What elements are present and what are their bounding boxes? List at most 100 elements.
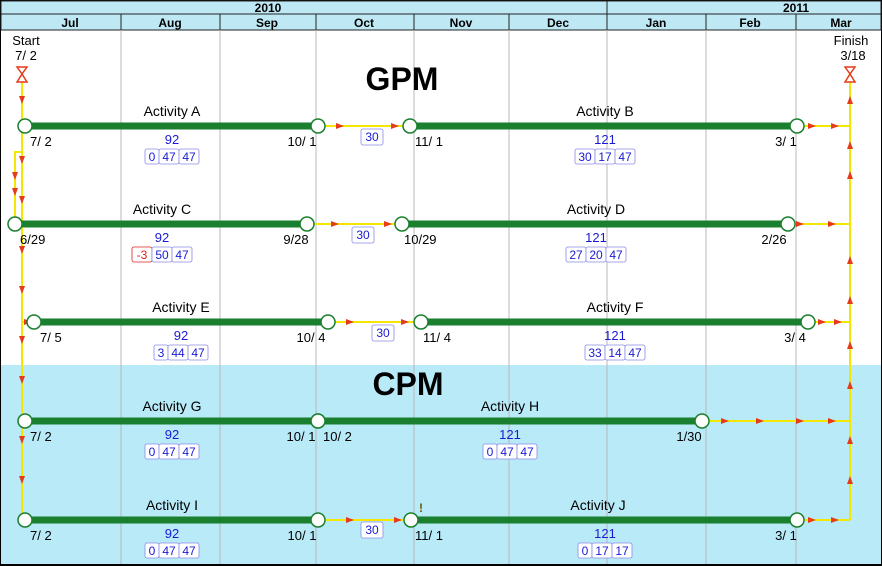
activity-float-box-e [187, 344, 209, 361]
arrow-marker [847, 96, 853, 104]
activity-duration-b: 121 [594, 132, 616, 147]
activity-float-value-a: 47 [182, 150, 196, 164]
activity-float-value-j: 0 [582, 544, 589, 558]
activity-float-box-f [624, 344, 646, 361]
activity-float-box-h [516, 443, 538, 460]
arrow-marker [19, 246, 25, 254]
activity-name-b: Activity B [576, 103, 634, 119]
activity-d-start-node [394, 216, 410, 232]
lag-value-i-j: 30 [365, 523, 379, 537]
activity-float-value-e: 44 [171, 346, 185, 360]
cpm-panel-background [1, 365, 881, 564]
activity-duration-i: 92 [165, 526, 179, 541]
activity-float-box-a [178, 148, 200, 165]
arrow-marker [847, 476, 853, 484]
arrow-marker [834, 319, 842, 325]
activity-float-value-c: 47 [175, 248, 189, 262]
activity-finish-date-h: 1/30 [676, 429, 701, 444]
activity-duration-g: 92 [165, 427, 179, 442]
start-date: 7/ 2 [15, 48, 37, 63]
activity-a-finish-node [310, 118, 326, 134]
activity-e-finish-node [320, 314, 336, 330]
lag-value-a-b: 30 [365, 130, 379, 144]
arrow-marker [19, 376, 25, 384]
flag-marker: ! [419, 501, 423, 515]
arrow-marker [19, 436, 25, 444]
activity-float-box-i [178, 542, 200, 559]
arrow-marker [19, 476, 25, 484]
activity-duration-c: 92 [155, 230, 169, 245]
activity-start-date-c: 6/29 [20, 232, 45, 247]
activity-float-value-i: 47 [162, 544, 176, 558]
activity-finish-date-f: 3/ 4 [784, 330, 806, 345]
activity-start-date-j: 11/ 1 [415, 528, 443, 543]
activity-float-box-d [605, 246, 627, 263]
activity-float-value-c: 50 [155, 248, 169, 262]
activity-float-value-e: 47 [191, 346, 205, 360]
activity-start-date-a: 7/ 2 [30, 134, 52, 149]
activity-finish-date-j: 3/ 1 [775, 528, 797, 543]
activity-float-value-i: 47 [182, 544, 196, 558]
activity-h-finish-node [694, 413, 710, 429]
activity-a-start-node [17, 118, 33, 134]
month-label-nov: Nov [450, 16, 473, 30]
month-label-feb: Feb [739, 16, 760, 30]
activity-finish-date-d: 2/26 [761, 232, 786, 247]
activity-float-value-j: 17 [595, 544, 609, 558]
month-label-jan: Jan [646, 16, 667, 30]
activity-float-box-g [178, 443, 200, 460]
activity-start-date-g: 7/ 2 [30, 429, 52, 444]
activity-float-value-g: 0 [149, 445, 156, 459]
cpm-section-title: CPM [372, 366, 443, 402]
activity-duration-e: 92 [174, 328, 188, 343]
activity-float-value-c: -3 [137, 248, 148, 262]
arrow-marker [847, 381, 853, 389]
activity-finish-date-c: 9/28 [283, 232, 308, 247]
month-label-aug: Aug [158, 16, 181, 30]
activity-float-value-d: 47 [609, 248, 623, 262]
activity-float-value-a: 47 [162, 150, 176, 164]
activity-name-a: Activity A [144, 103, 201, 119]
arrow-marker [721, 418, 729, 424]
arrow-marker [831, 123, 839, 129]
arrow-marker [346, 319, 354, 325]
lag-value-e-f: 30 [376, 326, 390, 340]
activity-float-value-f: 14 [608, 346, 622, 360]
activity-float-value-e: 3 [158, 346, 165, 360]
activity-finish-date-b: 3/ 1 [775, 134, 797, 149]
month-label-mar: Mar [830, 16, 852, 30]
activity-start-date-d: 10/29 [404, 232, 437, 247]
activity-float-value-i: 0 [149, 544, 156, 558]
month-gridlines [120, 30, 797, 564]
activity-float-value-h: 47 [520, 445, 534, 459]
activity-c-start-node [7, 216, 23, 232]
arrow-marker [394, 517, 402, 523]
activity-duration-f: 121 [604, 328, 626, 343]
activity-i-start-node [17, 512, 33, 528]
arrow-marker [847, 171, 853, 179]
activity-j-finish-node [789, 512, 805, 528]
arrow-marker [12, 172, 18, 180]
activity-name-f: Activity F [587, 299, 644, 315]
activity-float-value-g: 47 [162, 445, 176, 459]
finish-date: 3/18 [840, 48, 865, 63]
finish-milestone: Finish 3/18 [834, 33, 868, 83]
activity-h-start-node [310, 413, 326, 429]
activity-float-value-h: 0 [487, 445, 494, 459]
activity-finish-date-g: 10/ 1 [287, 429, 316, 444]
arrow-marker [346, 517, 354, 523]
lag-value-c-d: 30 [356, 228, 370, 242]
activity-f-start-node [413, 314, 429, 330]
arrow-marker [19, 196, 25, 204]
activity-finish-date-i: 10/ 1 [288, 528, 317, 543]
arrow-marker [818, 319, 826, 325]
activity-name-i: Activity I [146, 497, 198, 513]
year-label-2011: 2011 [783, 1, 809, 15]
lag-box-a-b [360, 128, 384, 146]
activity-b-start-node [402, 118, 418, 134]
arrow-marker [847, 141, 853, 149]
activity-duration-a: 92 [165, 132, 179, 147]
activity-name-c: Activity C [133, 201, 191, 217]
activity-float-value-b: 47 [618, 150, 632, 164]
